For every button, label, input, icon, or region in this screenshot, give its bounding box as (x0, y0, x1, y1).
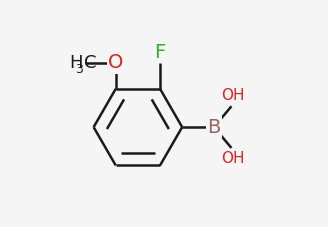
Text: OH: OH (221, 151, 245, 166)
Text: F: F (154, 42, 166, 62)
Text: 3: 3 (75, 62, 83, 76)
Text: H: H (69, 54, 83, 72)
Text: B: B (207, 118, 221, 137)
Text: C: C (84, 54, 96, 72)
Text: O: O (108, 53, 123, 72)
Text: OH: OH (221, 88, 245, 103)
